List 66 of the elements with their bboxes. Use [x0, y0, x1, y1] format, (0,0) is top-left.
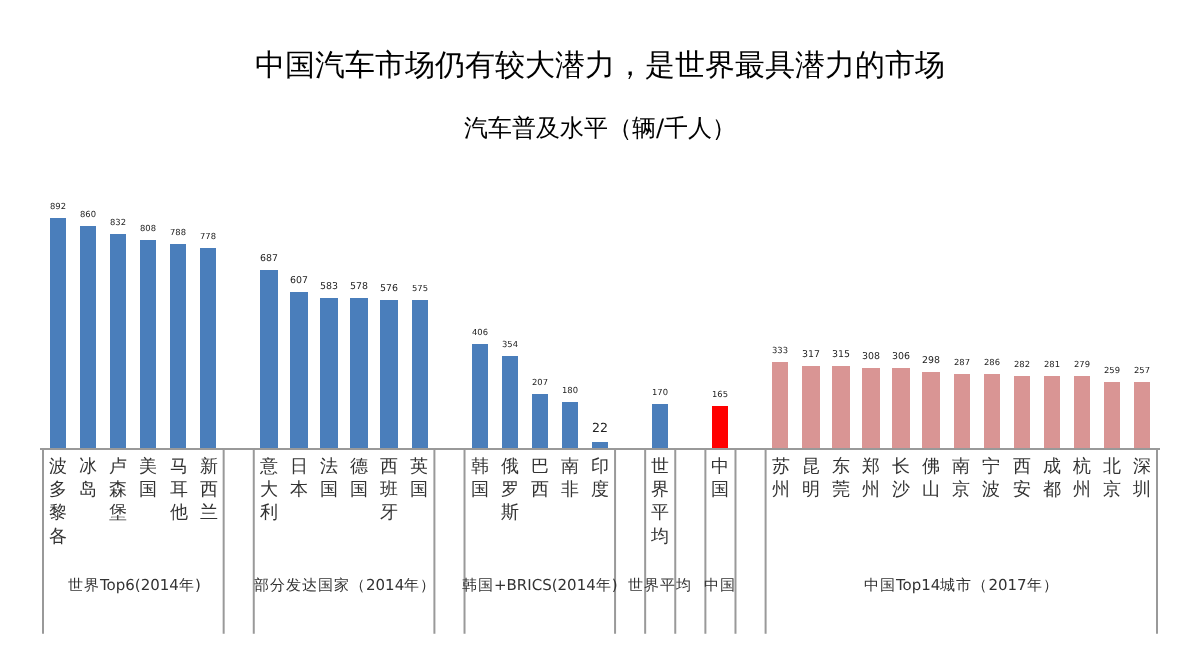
x-tick-label: 宁波 [982, 455, 1001, 501]
x-tick-label: 中国 [711, 455, 730, 501]
x-tick-label: 成都 [1042, 455, 1061, 501]
x-tick-label: 波多黎各 [49, 455, 68, 548]
bar [712, 406, 728, 448]
x-tick-label: 美国 [139, 455, 158, 501]
bar [80, 226, 96, 448]
x-tick-label: 韩国 [470, 455, 489, 501]
chart-title: 中国汽车市场仍有较大潜力，是世界最具潜力的市场 [255, 47, 945, 84]
bar [772, 362, 788, 448]
x-tick-label: 卢森堡 [109, 455, 128, 525]
bar [170, 244, 186, 448]
bar [1014, 376, 1030, 448]
bar [1134, 382, 1150, 448]
x-tick-label: 郑州 [861, 455, 880, 501]
bar [110, 234, 126, 448]
x-tick-label: 苏州 [771, 455, 790, 501]
bar [892, 368, 910, 448]
x-tick-label: 长沙 [892, 455, 911, 501]
x-tick-label: 世界平均 [649, 455, 670, 548]
bar [984, 374, 1000, 448]
bar [862, 368, 880, 448]
bar [290, 292, 308, 448]
bar [140, 240, 156, 448]
bar [802, 366, 820, 448]
bar [954, 374, 970, 448]
bar [50, 218, 66, 448]
x-tick-label: 德国 [350, 455, 369, 501]
bar [320, 298, 338, 448]
bar [412, 300, 428, 448]
bar [922, 372, 940, 448]
x-tick-label: 深圳 [1130, 455, 1151, 501]
x-tick-label: 巴西 [530, 457, 549, 501]
x-tick-label: 意大利 [257, 455, 278, 525]
bar [832, 366, 850, 448]
x-tick-label: 日本 [289, 457, 308, 501]
x-tick-label: 西安 [1012, 457, 1031, 501]
x-tick-label: 冰岛 [79, 455, 98, 501]
bar [472, 344, 488, 448]
bar [1104, 382, 1120, 448]
bar [592, 442, 608, 448]
x-tick-label: 南非 [560, 455, 579, 501]
bar [532, 394, 548, 448]
x-tick-label: 西班牙 [380, 457, 399, 525]
x-tick-label: 北京 [1102, 455, 1121, 501]
x-tick-label: 马耳他 [169, 457, 188, 525]
x-tick-label: 法国 [320, 455, 339, 501]
x-tick-label: 英国 [410, 455, 429, 501]
x-tick-label: 昆明 [801, 455, 820, 501]
x-tick-label: 佛山 [922, 455, 941, 501]
x-tick-label: 东莞 [831, 455, 850, 501]
bar [652, 404, 668, 448]
bar [380, 300, 398, 448]
x-tick-label: 杭州 [1070, 455, 1091, 501]
x-tick-label: 印度 [591, 455, 609, 501]
bar [1044, 376, 1060, 448]
chart-subtitle: 汽车普及水平（辆/千人） [464, 114, 737, 142]
x-tick-label: 南京 [952, 455, 971, 501]
bar [562, 402, 578, 448]
x-tick-label: 新西兰 [199, 455, 218, 525]
bar [260, 270, 278, 448]
bar [200, 248, 216, 448]
bar [350, 298, 368, 448]
bar [502, 356, 518, 448]
bar [1074, 376, 1090, 448]
x-tick-label: 俄罗斯 [500, 455, 519, 525]
